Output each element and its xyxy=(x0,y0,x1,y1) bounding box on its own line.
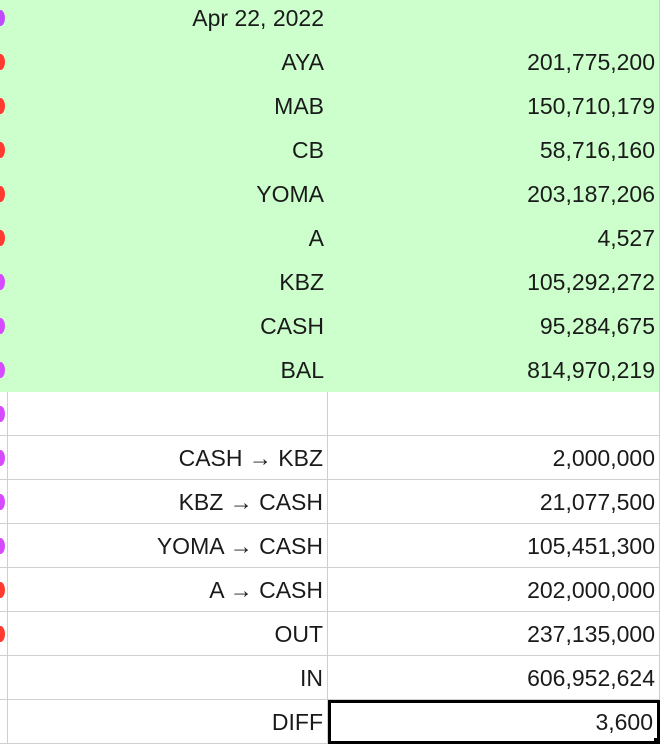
row-edge-cell[interactable] xyxy=(0,392,8,436)
row-marker-icon xyxy=(0,626,5,642)
label-cell[interactable]: DIFF xyxy=(8,700,328,744)
row-edge-cell[interactable] xyxy=(0,348,8,392)
table-row: CASH → KBZ 2,000,000 xyxy=(0,436,664,480)
label-cell[interactable]: KBZ xyxy=(8,260,328,304)
value-cell[interactable]: 58,716,160 xyxy=(328,128,660,172)
value-cell[interactable]: 4,527 xyxy=(328,216,660,260)
row-marker-icon xyxy=(0,494,5,510)
value-cell[interactable]: 105,451,300 xyxy=(328,524,660,568)
value-cell[interactable]: 21,077,500 xyxy=(328,480,660,524)
row-edge-cell[interactable] xyxy=(0,524,8,568)
row-edge-cell[interactable] xyxy=(0,568,8,612)
label-cell[interactable]: AYA xyxy=(8,40,328,84)
row-edge-cell[interactable] xyxy=(0,436,8,480)
table-row: CB 58,716,160 xyxy=(0,128,664,172)
row-edge-cell[interactable] xyxy=(0,480,8,524)
row-edge-cell[interactable] xyxy=(0,700,8,744)
row-marker-icon xyxy=(0,98,5,114)
value-cell[interactable]: 2,000,000 xyxy=(328,436,660,480)
label-cell[interactable]: CB xyxy=(8,128,328,172)
label-cell[interactable]: Apr 22, 2022 xyxy=(8,0,328,40)
value-cell[interactable]: 237,135,000 xyxy=(328,612,660,656)
row-edge-cell[interactable] xyxy=(0,0,8,40)
table-row: A 4,527 xyxy=(0,216,664,260)
value-cell[interactable]: 203,187,206 xyxy=(328,172,660,216)
table-row: BAL 814,970,219 xyxy=(0,348,664,392)
row-edge-cell[interactable] xyxy=(0,260,8,304)
label-cell[interactable]: CASH xyxy=(8,304,328,348)
row-marker-icon xyxy=(0,10,5,26)
row-edge-cell[interactable] xyxy=(0,40,8,84)
label-cell[interactable] xyxy=(8,392,328,436)
table-row: AYA 201,775,200 xyxy=(0,40,664,84)
row-marker-icon xyxy=(0,186,5,202)
fill-handle[interactable] xyxy=(654,738,657,741)
table-row: YOMA → CASH 105,451,300 xyxy=(0,524,664,568)
value-cell[interactable]: 814,970,219 xyxy=(328,348,660,392)
value-cell[interactable]: 201,775,200 xyxy=(328,40,660,84)
table-row: DIFF 3,600 xyxy=(0,700,664,744)
table-row: KBZ 105,292,272 xyxy=(0,260,664,304)
table-row: MAB 150,710,179 xyxy=(0,84,664,128)
value-cell[interactable]: 606,952,624 xyxy=(328,656,660,700)
table-row xyxy=(0,392,664,436)
row-edge-cell[interactable] xyxy=(0,216,8,260)
value-cell[interactable]: 202,000,000 xyxy=(328,568,660,612)
table-row: KBZ → CASH 21,077,500 xyxy=(0,480,664,524)
label-cell[interactable]: YOMA xyxy=(8,172,328,216)
row-edge-cell[interactable] xyxy=(0,612,8,656)
row-marker-icon xyxy=(0,142,5,158)
row-edge-cell[interactable] xyxy=(0,172,8,216)
label-cell[interactable]: IN xyxy=(8,656,328,700)
row-marker-icon xyxy=(0,582,5,598)
value-cell[interactable] xyxy=(328,392,660,436)
row-marker-icon xyxy=(0,274,5,290)
row-edge-cell[interactable] xyxy=(0,84,8,128)
row-marker-icon xyxy=(0,230,5,246)
row-marker-icon xyxy=(0,450,5,466)
row-edge-cell[interactable] xyxy=(0,128,8,172)
row-edge-cell[interactable] xyxy=(0,656,8,700)
label-cell[interactable]: CASH → KBZ xyxy=(8,436,328,480)
row-edge-cell[interactable] xyxy=(0,304,8,348)
row-marker-icon xyxy=(0,406,5,422)
table-row: IN 606,952,624 xyxy=(0,656,664,700)
row-marker-icon xyxy=(0,362,5,378)
row-marker-icon xyxy=(0,538,5,554)
row-marker-icon xyxy=(0,54,5,70)
table-row: OUT 237,135,000 xyxy=(0,612,664,656)
label-cell[interactable]: BAL xyxy=(8,348,328,392)
selected-value-cell[interactable]: 3,600 xyxy=(328,700,660,744)
table-row: Apr 22, 2022 xyxy=(0,0,664,40)
table-row: CASH 95,284,675 xyxy=(0,304,664,348)
value-cell[interactable]: 105,292,272 xyxy=(328,260,660,304)
label-cell[interactable]: OUT xyxy=(8,612,328,656)
value-cell[interactable] xyxy=(328,0,660,40)
label-cell[interactable]: YOMA → CASH xyxy=(8,524,328,568)
label-cell[interactable]: MAB xyxy=(8,84,328,128)
table-row: YOMA 203,187,206 xyxy=(0,172,664,216)
label-cell[interactable]: KBZ → CASH xyxy=(8,480,328,524)
row-marker-icon xyxy=(0,318,5,334)
label-cell[interactable]: A → CASH xyxy=(8,568,328,612)
label-cell[interactable]: A xyxy=(8,216,328,260)
table-row: A → CASH 202,000,000 xyxy=(0,568,664,612)
value-cell[interactable]: 95,284,675 xyxy=(328,304,660,348)
value-cell[interactable]: 150,710,179 xyxy=(328,84,660,128)
